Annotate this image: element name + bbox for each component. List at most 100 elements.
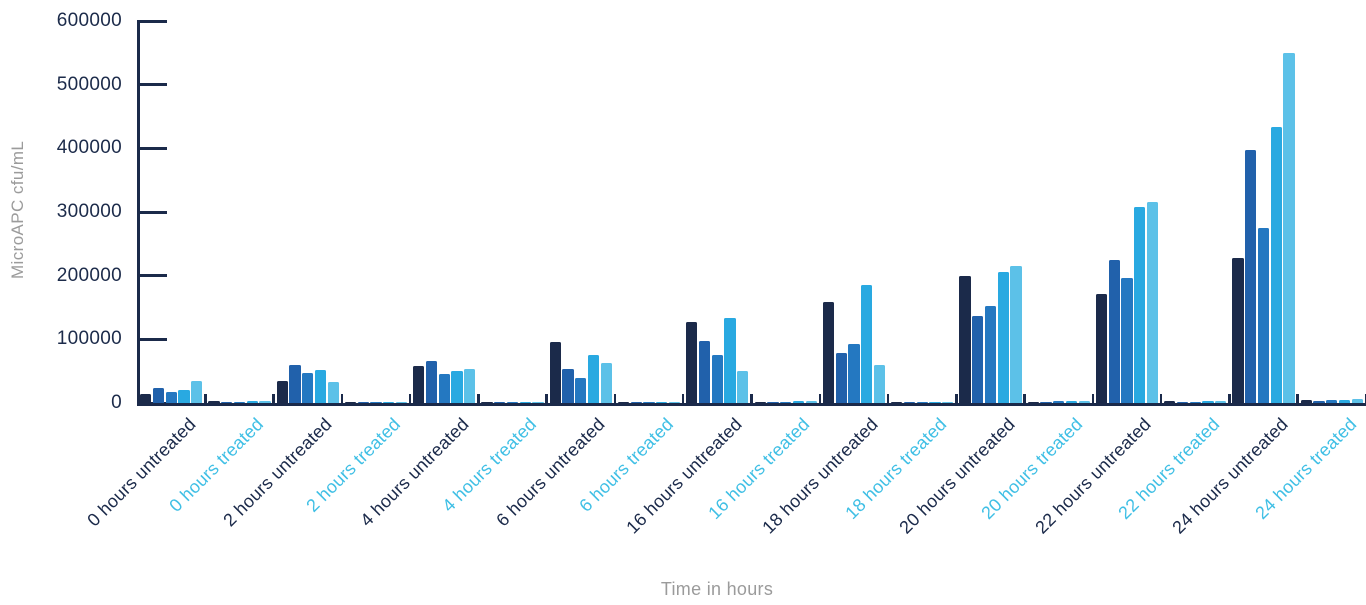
- bar: [357, 401, 369, 403]
- bar: [344, 401, 357, 403]
- bar-group: [1298, 21, 1366, 403]
- x-axis-category-label: 18 hours untreated: [758, 414, 883, 538]
- x-axis-category-label: 22 hours untreated: [1031, 414, 1156, 538]
- bar: [1270, 126, 1282, 403]
- bar-group: [1229, 21, 1297, 403]
- bar: [575, 378, 587, 403]
- bar: [1164, 400, 1176, 403]
- bar: [848, 343, 860, 403]
- bar: [140, 394, 152, 403]
- x-axis-category-label: 24 hours untreated: [1168, 414, 1292, 538]
- x-axis-tick: [272, 394, 275, 403]
- x-axis-tick: [1091, 394, 1095, 403]
- bar-group: [683, 21, 751, 403]
- bar: [792, 401, 804, 403]
- bar: [984, 305, 997, 403]
- y-axis-tick-label: 400000: [56, 137, 122, 159]
- bar: [916, 401, 928, 403]
- y-axis-tick-label: 500000: [56, 73, 122, 95]
- x-axis-tick: [750, 394, 753, 403]
- y-axis-tick-label: 600000: [56, 10, 122, 31]
- bar: [413, 366, 425, 403]
- bar: [835, 353, 847, 403]
- bar: [668, 401, 681, 403]
- x-axis-tick: [1023, 394, 1026, 403]
- bar: [438, 374, 450, 403]
- bar: [532, 401, 544, 403]
- bar: [711, 355, 723, 403]
- y-axis-tick-label: 100000: [56, 328, 122, 350]
- bar: [780, 401, 792, 403]
- x-axis-category-label: 16 hours untreated: [621, 414, 746, 538]
- bar: [152, 387, 164, 403]
- y-axis-tick: [137, 274, 167, 278]
- y-axis-tick: [137, 401, 167, 405]
- bar: [246, 401, 258, 403]
- bar-group: [752, 21, 820, 403]
- bar: [903, 401, 916, 403]
- y-axis-tick: [137, 337, 167, 341]
- bar: [1283, 52, 1295, 403]
- x-axis-tick: [1364, 394, 1366, 403]
- bar: [191, 381, 203, 403]
- bar: [997, 272, 1009, 403]
- bar: [1202, 401, 1214, 403]
- bar: [1108, 259, 1120, 403]
- x-axis-tick: [681, 394, 685, 403]
- bar: [506, 401, 519, 403]
- bar: [451, 371, 463, 403]
- x-axis-tick: [204, 394, 207, 403]
- bar: [959, 275, 971, 403]
- bar: [549, 341, 561, 403]
- bar: [1027, 401, 1039, 403]
- bar: [972, 316, 984, 403]
- bar: [1300, 400, 1312, 403]
- bar-group: [478, 21, 546, 403]
- bar: [1010, 266, 1022, 403]
- bar: [1176, 401, 1189, 403]
- bar-group: [888, 21, 956, 403]
- plot-area: [137, 19, 1366, 406]
- bar: [805, 401, 817, 403]
- x-axis-tick: [818, 394, 822, 403]
- bar-group: [1025, 21, 1093, 403]
- x-axis-tick: [1296, 394, 1299, 403]
- y-axis-tick: [137, 210, 167, 214]
- y-axis-tick-label: 200000: [56, 264, 122, 286]
- bar-group: [137, 21, 205, 403]
- bar: [233, 401, 246, 403]
- bar-group: [956, 21, 1024, 403]
- bar-group: [820, 21, 888, 403]
- bar: [259, 401, 271, 403]
- bar: [873, 365, 886, 403]
- y-axis-tick: [137, 19, 167, 23]
- bar: [165, 392, 177, 403]
- bar: [221, 401, 233, 403]
- bar-group: [274, 21, 342, 403]
- bar: [208, 401, 220, 403]
- bar: [562, 369, 574, 403]
- bar: [600, 362, 612, 403]
- x-axis-category-label: 20 hours untreated: [895, 414, 1019, 538]
- bar: [519, 401, 531, 403]
- bar: [656, 401, 668, 403]
- x-axis-line: [137, 403, 1366, 406]
- bar: [1134, 206, 1146, 403]
- x-axis-title: Time in hours: [660, 579, 774, 599]
- bar: [891, 401, 903, 403]
- y-axis-tick: [137, 146, 167, 150]
- bar: [1257, 227, 1270, 403]
- bar: [1232, 257, 1244, 403]
- bar: [630, 401, 642, 403]
- bar: [370, 401, 382, 403]
- bar: [1338, 399, 1351, 403]
- bar: [1189, 401, 1201, 403]
- bar-group: [410, 21, 478, 403]
- bar-group: [547, 21, 615, 403]
- bar: [314, 369, 327, 403]
- bar: [587, 354, 600, 403]
- y-axis-tick-label: 300000: [56, 201, 122, 222]
- bar: [1065, 401, 1078, 403]
- bar: [1040, 401, 1052, 403]
